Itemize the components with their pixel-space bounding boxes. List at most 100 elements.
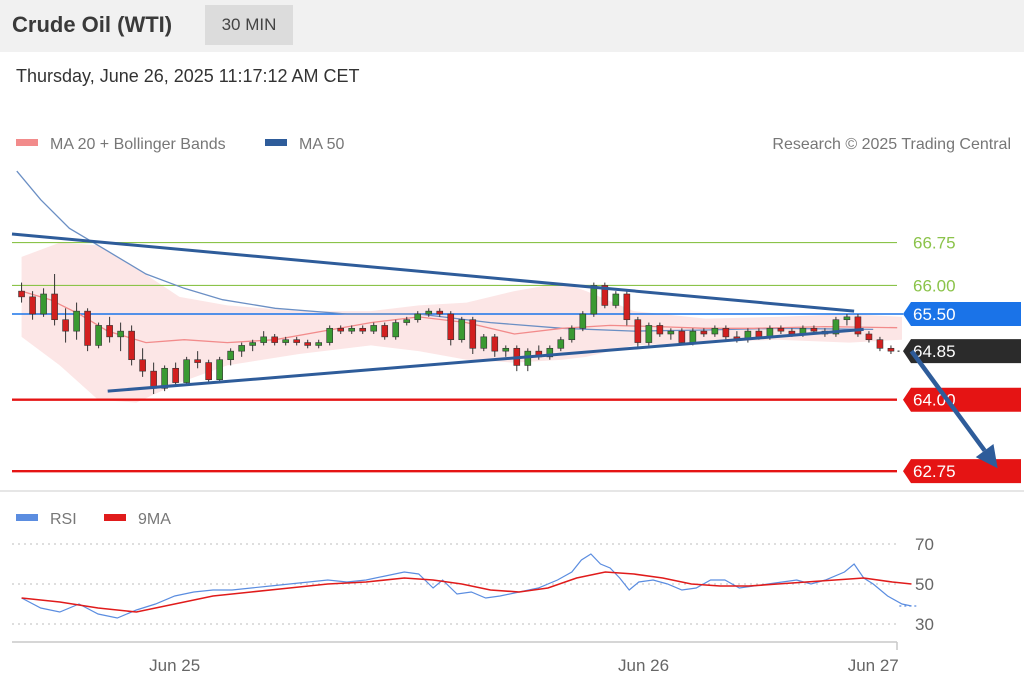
candle-body bbox=[117, 330, 124, 338]
rsi-series-9ma bbox=[21, 571, 912, 613]
candle-body bbox=[458, 319, 466, 341]
arrow-shaft bbox=[909, 349, 987, 452]
candle bbox=[84, 308, 91, 352]
legend-swatch-ma50 bbox=[265, 139, 287, 146]
candle bbox=[359, 325, 367, 334]
candle bbox=[491, 334, 499, 357]
candle bbox=[95, 322, 102, 349]
candle bbox=[667, 328, 675, 340]
research-credit: Research © 2025 Trading Central bbox=[772, 136, 1011, 153]
candle bbox=[502, 345, 510, 357]
candle-body bbox=[436, 310, 444, 315]
candle bbox=[227, 348, 234, 366]
candle bbox=[557, 336, 565, 352]
candle-body bbox=[271, 336, 278, 343]
candle bbox=[139, 348, 146, 377]
candle bbox=[304, 339, 311, 349]
candle-body bbox=[689, 330, 697, 343]
candle bbox=[183, 356, 190, 386]
candle bbox=[205, 359, 212, 383]
candle-body bbox=[260, 336, 267, 343]
candle bbox=[524, 348, 532, 372]
candle bbox=[843, 314, 851, 326]
candle bbox=[282, 336, 289, 346]
ma20-line bbox=[21, 290, 898, 344]
x-axis: Jun 25 Jun 26 Jun 27 bbox=[149, 642, 899, 675]
level-tag bbox=[903, 339, 1021, 364]
candle-body bbox=[73, 310, 80, 332]
candle-body bbox=[678, 330, 686, 343]
candle-body bbox=[590, 285, 598, 315]
candle bbox=[700, 328, 708, 337]
candle-body bbox=[876, 339, 884, 349]
candle-body bbox=[700, 330, 708, 335]
legend-swatch-rsi bbox=[16, 514, 38, 521]
trendline-upper bbox=[11, 232, 855, 313]
candle-body bbox=[249, 342, 256, 346]
candle-body bbox=[579, 313, 587, 329]
candle bbox=[623, 291, 631, 326]
candle bbox=[568, 325, 576, 343]
candle bbox=[865, 331, 873, 343]
candle-body bbox=[282, 339, 289, 343]
candle bbox=[579, 311, 587, 332]
candle bbox=[51, 274, 58, 326]
trendline-lower bbox=[107, 327, 864, 393]
rsi-tick-label: 50 bbox=[915, 575, 934, 594]
candle-body bbox=[304, 342, 311, 346]
candle bbox=[425, 308, 433, 317]
candle bbox=[106, 316, 113, 343]
candle bbox=[73, 302, 80, 340]
candle-body bbox=[623, 293, 631, 321]
candle bbox=[656, 322, 664, 337]
candle-body bbox=[392, 322, 400, 338]
candle-body bbox=[150, 370, 157, 389]
legend-swatch-9ma bbox=[104, 514, 126, 521]
candle-body bbox=[810, 327, 818, 332]
candle-body bbox=[722, 327, 730, 338]
candle bbox=[854, 314, 862, 337]
candle-body bbox=[106, 325, 113, 338]
candle-body bbox=[612, 293, 620, 306]
level-support: 62.75 bbox=[12, 459, 1021, 484]
header-bar bbox=[0, 0, 1024, 52]
candle-body bbox=[172, 367, 179, 383]
legend-label-9ma: 9MA bbox=[138, 511, 171, 528]
candle-body bbox=[194, 359, 201, 363]
x-tick-label: Jun 26 bbox=[618, 656, 669, 675]
rsi-tick-label: 70 bbox=[915, 535, 934, 554]
candle bbox=[612, 291, 620, 309]
candle-body bbox=[568, 327, 576, 341]
candle-body bbox=[84, 310, 91, 346]
interval-button[interactable]: 30 MIN bbox=[205, 5, 293, 45]
candle-body bbox=[359, 327, 367, 332]
forecast-arrow bbox=[909, 349, 998, 469]
candle bbox=[293, 336, 300, 346]
candle bbox=[370, 322, 378, 334]
candle-body bbox=[777, 327, 785, 332]
candle-body bbox=[51, 293, 58, 321]
candle-body bbox=[238, 345, 245, 352]
candle bbox=[722, 325, 730, 340]
candle-body bbox=[711, 327, 719, 335]
candle-body bbox=[29, 296, 36, 315]
candle bbox=[40, 288, 47, 317]
candle bbox=[436, 308, 444, 317]
candle-body bbox=[865, 333, 873, 341]
instrument-title: Crude Oil (WTI) bbox=[12, 12, 173, 37]
candle bbox=[337, 325, 345, 334]
candle bbox=[634, 316, 642, 349]
candle bbox=[216, 356, 223, 383]
candle-body bbox=[502, 347, 510, 352]
level-pivot: 65.50 bbox=[12, 302, 1021, 326]
level-resistance: 66.75 bbox=[12, 234, 956, 253]
candle-body bbox=[645, 325, 653, 343]
candle bbox=[458, 316, 466, 343]
candle bbox=[403, 316, 411, 326]
candle-body bbox=[326, 327, 334, 343]
candle-body bbox=[227, 350, 234, 361]
candle-body bbox=[447, 313, 455, 341]
candle-body bbox=[381, 325, 389, 338]
level-support: 64.00 bbox=[12, 387, 1021, 412]
legend-label-ma50: MA 50 bbox=[299, 136, 344, 153]
